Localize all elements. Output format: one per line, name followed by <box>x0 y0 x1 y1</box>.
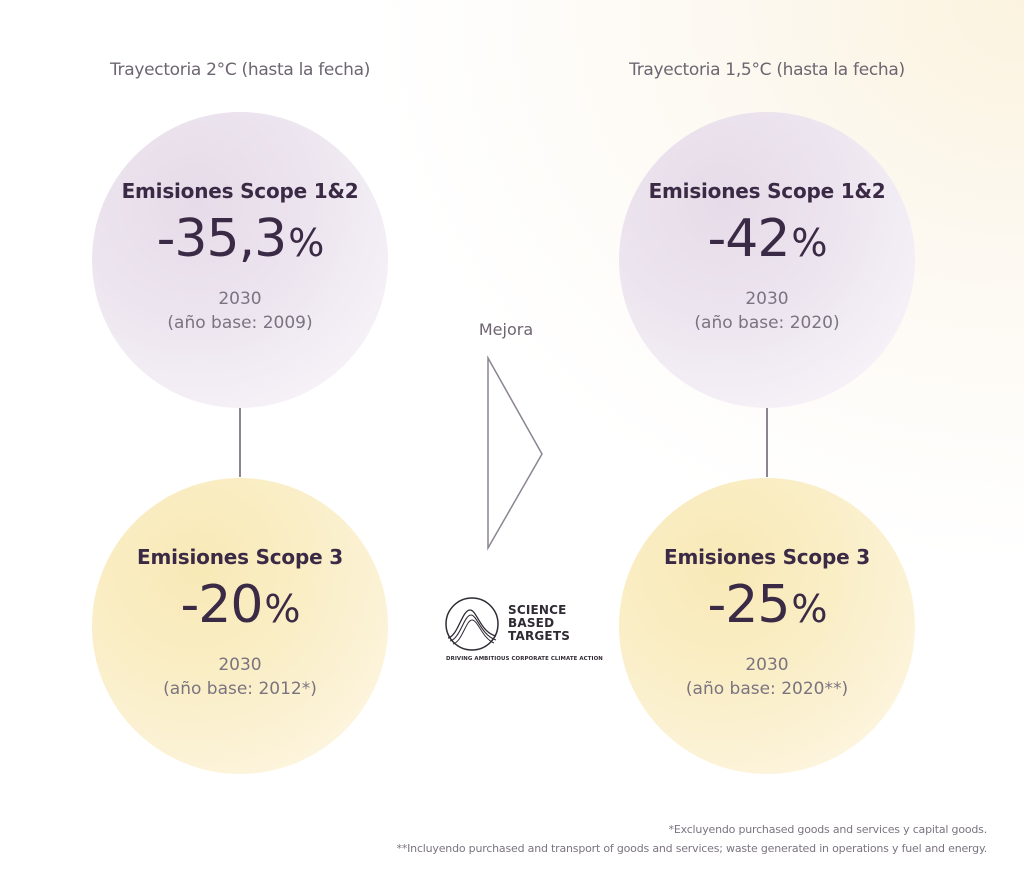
circle-title: Emisiones Scope 1&2 <box>648 179 886 203</box>
target-year: 2030 <box>218 289 262 309</box>
sbt-tagline: DRIVING AMBITIOUS CORPORATE CLIMATE ACTI… <box>446 656 603 662</box>
base-year: (año base: 2020**) <box>685 679 849 699</box>
science-based-targets-logo: SCIENCE BASED TARGETS DRIVING AMBITIOUS … <box>444 596 603 666</box>
reduction-value: -42% <box>619 204 915 278</box>
sbt-word-science: SCIENCE <box>508 603 567 617</box>
reduction-number: -25 <box>707 575 790 635</box>
sbt-word-based: BASED <box>508 616 555 630</box>
footnote-1: *Excluyendo purchased goods and services… <box>668 823 988 836</box>
scope3-circle-15c: Emisiones Scope 3 -25% 2030 (año base: 2… <box>619 478 915 774</box>
reduction-value: -20% <box>92 570 388 644</box>
column-title-15c: Trayectoria 1,5°C (hasta la fecha) <box>629 60 905 80</box>
reduction-number: -20 <box>180 575 263 635</box>
circle-title: Emisiones Scope 1&2 <box>121 179 359 203</box>
sbt-emblem-icon <box>445 597 499 651</box>
column-title-2c: Trayectoria 2°C (hasta la fecha) <box>109 60 371 80</box>
base-year: (año base: 2009) <box>167 313 313 333</box>
improvement-label: Mejora <box>478 320 534 339</box>
circle-title: Emisiones Scope 3 <box>137 545 343 569</box>
target-year: 2030 <box>218 655 262 675</box>
sbt-word-targets: TARGETS <box>508 629 571 643</box>
target-year: 2030 <box>745 289 789 309</box>
target-year: 2030 <box>745 655 789 675</box>
scope12-circle-15c: Emisiones Scope 1&2 -42% 2030 (año base:… <box>619 112 915 408</box>
scope12-circle-2c: Emisiones Scope 1&2 -35,3% 2030 (año bas… <box>92 112 388 408</box>
percent-sign: % <box>264 587 300 631</box>
footnote-2: **Incluyendo purchased and transport of … <box>396 842 988 855</box>
triangle-right-outline-icon <box>487 355 543 551</box>
connector-line-right <box>766 405 768 477</box>
percent-sign: % <box>791 587 827 631</box>
circle-title: Emisiones Scope 3 <box>664 545 870 569</box>
reduction-number: -42 <box>707 209 790 269</box>
base-year: (año base: 2020) <box>694 313 840 333</box>
connector-line-left <box>239 405 241 477</box>
percent-sign: % <box>791 221 827 265</box>
reduction-value: -25% <box>619 570 915 644</box>
percent-sign: % <box>288 221 324 265</box>
scope3-circle-2c: Emisiones Scope 3 -20% 2030 (año base: 2… <box>92 478 388 774</box>
reduction-number: -35,3 <box>156 209 288 269</box>
base-year: (año base: 2012*) <box>163 679 317 699</box>
reduction-value: -35,3% <box>92 204 388 278</box>
